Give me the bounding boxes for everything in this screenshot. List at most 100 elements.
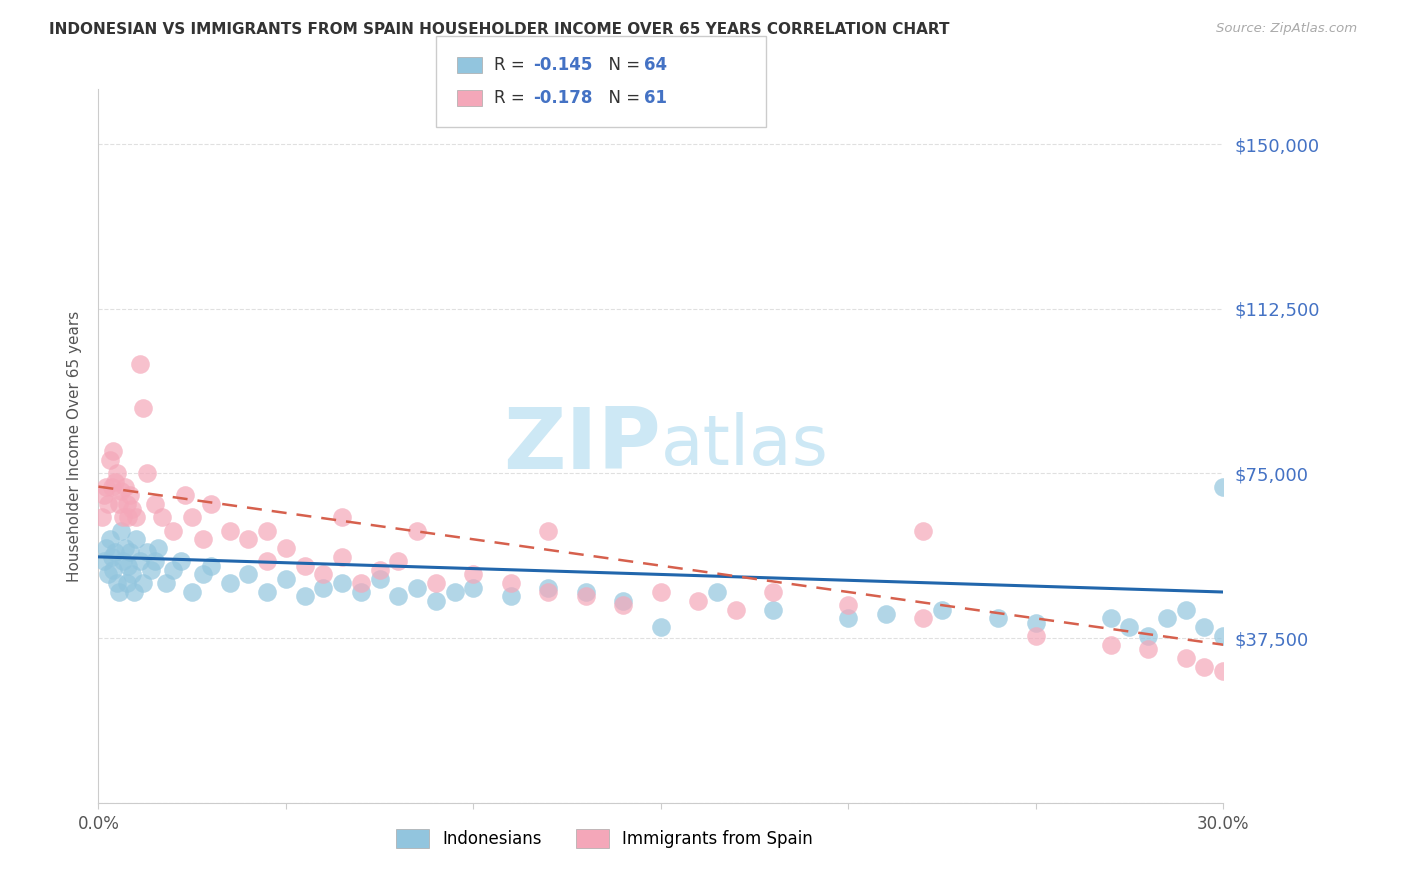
Text: INDONESIAN VS IMMIGRANTS FROM SPAIN HOUSEHOLDER INCOME OVER 65 YEARS CORRELATION: INDONESIAN VS IMMIGRANTS FROM SPAIN HOUS… [49, 22, 949, 37]
Point [1099, 638, 1122, 652]
Point [387, 554, 409, 568]
Point [193, 533, 215, 547]
Point [575, 585, 598, 599]
Point [1118, 620, 1140, 634]
Point [612, 594, 634, 608]
Point [117, 558, 139, 573]
Point [1174, 651, 1197, 665]
Point [93, 488, 115, 502]
Point [103, 563, 125, 577]
Point [350, 576, 373, 591]
Point [181, 510, 204, 524]
Point [238, 567, 260, 582]
Point [463, 567, 485, 582]
Point [200, 558, 222, 573]
Point [256, 585, 278, 599]
Text: ZIP: ZIP [503, 404, 661, 488]
Text: N =: N = [598, 89, 645, 107]
Point [170, 554, 193, 568]
Point [837, 598, 859, 612]
Point [128, 554, 150, 568]
Point [121, 501, 143, 516]
Point [104, 475, 127, 490]
Point [139, 563, 162, 577]
Text: Source: ZipAtlas.com: Source: ZipAtlas.com [1216, 22, 1357, 36]
Point [128, 357, 150, 371]
Point [136, 467, 159, 481]
Point [108, 497, 131, 511]
Point [98, 533, 121, 547]
Point [91, 510, 114, 524]
Point [125, 533, 148, 547]
Point [193, 567, 215, 582]
Point [294, 558, 316, 573]
Point [110, 524, 132, 538]
Point [100, 549, 122, 564]
Point [406, 524, 429, 538]
Point [499, 576, 522, 591]
Point [1194, 659, 1216, 673]
Point [688, 594, 710, 608]
Point [706, 585, 728, 599]
Point [105, 467, 128, 481]
Point [143, 554, 166, 568]
Point [443, 585, 465, 599]
Point [368, 563, 391, 577]
Point [1156, 611, 1178, 625]
Point [912, 611, 935, 625]
Point [100, 480, 122, 494]
Text: R =: R = [494, 89, 530, 107]
Point [120, 488, 142, 502]
Point [387, 590, 409, 604]
Point [105, 576, 128, 591]
Point [256, 554, 278, 568]
Point [537, 585, 560, 599]
Point [499, 590, 522, 604]
Point [150, 510, 173, 524]
Text: 61: 61 [644, 89, 666, 107]
Point [173, 488, 195, 502]
Point [256, 524, 278, 538]
Point [406, 581, 429, 595]
Point [1212, 480, 1234, 494]
Point [537, 524, 560, 538]
Point [1212, 629, 1234, 643]
Point [114, 541, 136, 555]
Point [274, 572, 297, 586]
Point [132, 576, 155, 591]
Point [987, 611, 1010, 625]
Point [330, 576, 353, 591]
Point [121, 567, 143, 582]
Point [575, 590, 598, 604]
Point [104, 545, 127, 559]
Point [103, 444, 125, 458]
Point [115, 576, 138, 591]
Point [162, 563, 184, 577]
Point [238, 533, 260, 547]
Y-axis label: Householder Income Over 65 years: Householder Income Over 65 years [67, 310, 83, 582]
Point [148, 541, 170, 555]
Point [762, 602, 785, 616]
Point [650, 620, 672, 634]
Point [837, 611, 859, 625]
Point [111, 554, 134, 568]
Point [110, 483, 132, 498]
Point [274, 541, 297, 555]
Point [1137, 642, 1160, 657]
Point [330, 510, 353, 524]
Point [650, 585, 672, 599]
Point [330, 549, 353, 564]
Point [218, 576, 240, 591]
Point [162, 524, 184, 538]
Legend: Indonesians, Immigrants from Spain: Indonesians, Immigrants from Spain [389, 822, 820, 855]
Point [94, 541, 117, 555]
Point [425, 576, 447, 591]
Point [1212, 664, 1234, 678]
Point [111, 510, 134, 524]
Point [368, 572, 391, 586]
Point [425, 594, 447, 608]
Point [612, 598, 634, 612]
Point [120, 545, 142, 559]
Point [912, 524, 935, 538]
Point [294, 590, 316, 604]
